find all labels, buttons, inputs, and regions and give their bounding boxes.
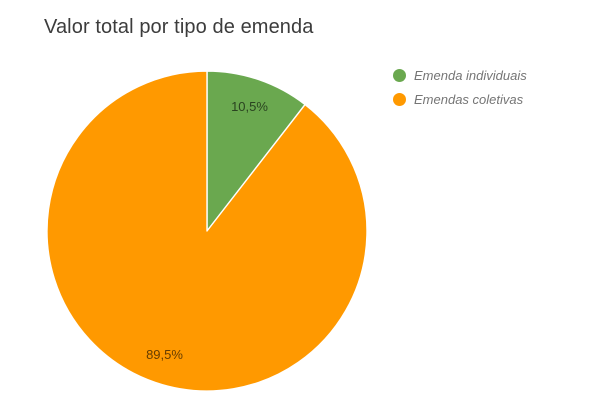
pie-slice-labels: 10,5% 89,5% [146, 99, 268, 362]
legend-item-2[interactable]: Emendas coletivas [393, 91, 527, 108]
pie-slice-2[interactable] [46, 70, 368, 392]
legend-item-label: Emenda individuais [414, 68, 527, 83]
legend-item-1[interactable]: Emenda individuais [393, 67, 527, 84]
pie-slice-percentage-label: 10,5% [231, 99, 268, 114]
pie-slice-1[interactable] [206, 70, 306, 232]
pie-slice-percentage-label: 89,5% [146, 347, 183, 362]
chart-legend: Emenda individuais Emendas coletivas [393, 67, 527, 108]
legend-item-label: Emendas coletivas [414, 92, 524, 107]
legend-swatch-icon [393, 69, 406, 82]
chart-title: Valor total por tipo de emenda [44, 16, 314, 38]
pie-slices [46, 70, 368, 392]
legend-swatch-icon [393, 93, 406, 106]
